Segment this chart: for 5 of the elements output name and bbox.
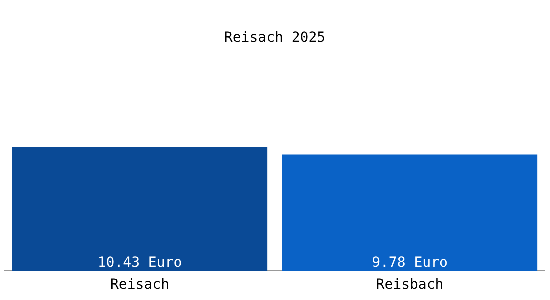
data-label: 10.43 Euro bbox=[98, 254, 182, 271]
x-tick-label: Reisach bbox=[110, 277, 170, 294]
chart-title: Reisach 2025 bbox=[224, 30, 326, 46]
x-tick-label: Reisbach bbox=[376, 277, 444, 294]
data-label: 9.78 Euro bbox=[372, 254, 448, 271]
